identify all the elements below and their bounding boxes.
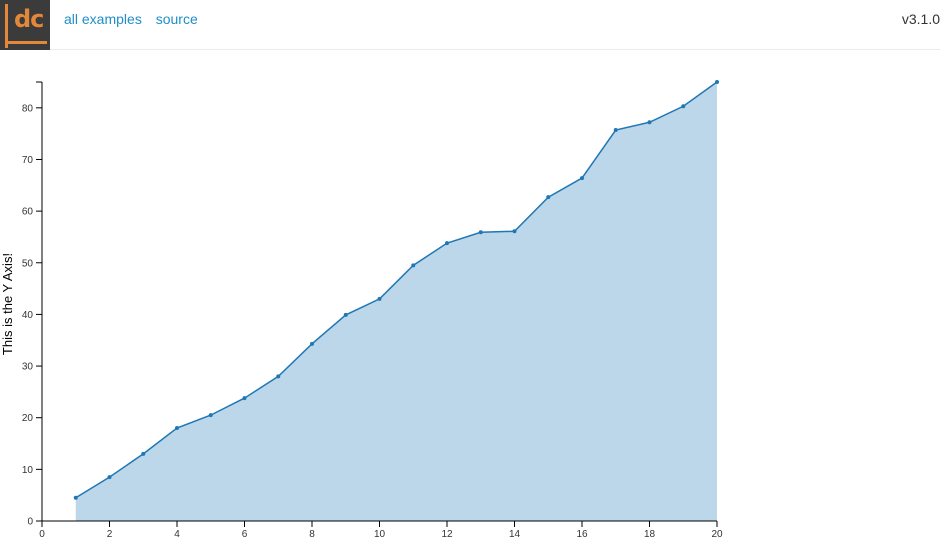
plot-area [73,80,719,521]
x-tick-label: 14 [509,529,521,540]
data-point [411,263,416,268]
data-point [512,229,517,234]
y-axis-label: This is the Y Axis! [0,253,15,355]
x-tick: 20 [711,521,723,540]
x-tick: 6 [242,521,248,540]
dc-logo[interactable]: dc [0,0,50,50]
all-examples-link[interactable]: all examples [64,11,142,27]
data-point [647,120,652,125]
data-point [445,241,449,246]
y-tick-label: 30 [22,362,34,373]
x-tick-label: 12 [441,529,453,540]
data-point [242,396,247,401]
x-tick: 0 [39,521,45,540]
data-point [377,296,382,301]
data-point [175,426,179,431]
x-tick: 2 [107,521,113,540]
data-point [310,341,314,346]
x-tick-label: 6 [242,529,248,540]
x-tick: 4 [174,521,180,540]
y-tick: 80 [22,103,42,114]
y-tick-label: 0 [27,517,33,528]
x-tick: 14 [509,521,521,540]
x-tick-label: 2 [107,529,113,540]
y-tick: 10 [22,465,42,476]
version-label: v3.1.0 [901,11,940,27]
x-tick: 12 [441,521,453,540]
y-tick-label: 70 [22,155,34,166]
x-tick: 8 [309,521,315,540]
nav-links: all examples source [64,11,208,27]
y-tick: 20 [22,413,42,424]
y-tick: 70 [22,155,42,166]
data-point [343,312,348,317]
area-chart: 0 2 4 6 8 10 12 14 16 18 20 0 10 20 30 40 50 60 70 80 This… [0,80,723,540]
logo-text: dc [14,5,44,33]
x-tick-label: 8 [309,529,315,540]
y-tick: 50 [22,258,42,269]
y-tick-label: 20 [22,413,34,424]
x-tick: 18 [644,521,656,540]
data-point [546,195,551,200]
x-axis: 0 2 4 6 8 10 12 14 16 18 20 [39,520,723,540]
data-point [681,104,686,109]
data-point [613,128,618,133]
y-tick-label: 80 [22,103,34,114]
x-tick-label: 10 [374,529,386,540]
y-tick-label: 40 [22,310,34,321]
x-tick: 10 [374,521,386,540]
y-tick-label: 60 [22,207,34,218]
y-tick-label: 50 [22,258,34,269]
data-point [580,176,584,181]
x-tick-label: 18 [644,529,656,540]
x-tick-label: 16 [576,529,588,540]
x-tick-label: 4 [174,529,180,540]
data-point [478,230,483,235]
y-axis: 0 10 20 30 40 50 60 70 80 [22,81,43,528]
area-fill [75,82,717,521]
y-tick: 30 [22,362,42,373]
logo-bar-vertical [5,4,8,48]
y-tick: 40 [22,310,42,321]
data-point [141,451,146,456]
x-tick: 16 [576,521,588,540]
data-point [73,495,78,500]
data-point [715,80,719,84]
data-point [208,413,213,418]
page-header: dc all examples source v3.1.0 [0,0,940,50]
data-point [107,475,112,480]
x-tick-label: 20 [711,529,723,540]
y-tick: 60 [22,207,42,218]
logo-bar-horizontal [5,41,47,44]
data-point [276,374,281,379]
y-tick: 0 [27,517,42,528]
x-tick-label: 0 [39,529,45,540]
series-line [75,81,718,499]
y-tick-label: 10 [22,465,34,476]
source-link[interactable]: source [155,11,198,27]
